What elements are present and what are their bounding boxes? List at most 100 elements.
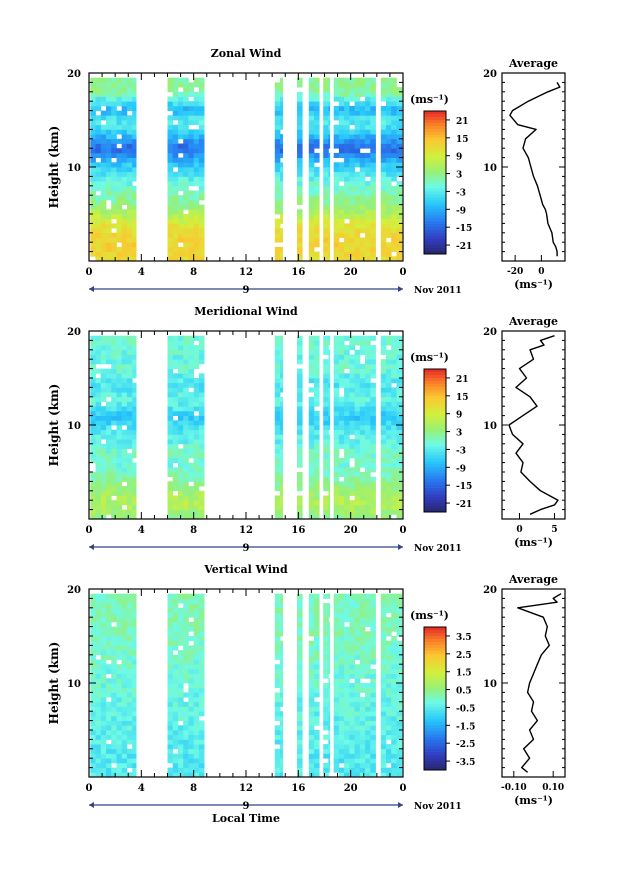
heatmap-cell [178, 368, 184, 374]
heatmap-cell [365, 509, 371, 515]
heatmap-cell [391, 739, 397, 745]
heatmap-cell [344, 636, 350, 642]
heatmap-cell [90, 678, 96, 684]
heatmap-cell [297, 148, 303, 154]
heatmap-cell [193, 486, 200, 492]
heatmap-cell [349, 739, 355, 745]
heatmap-cell [380, 134, 387, 140]
heatmap-cell [95, 340, 102, 346]
heatmap-cell [183, 185, 189, 191]
heatmap-cell [132, 190, 137, 196]
heatmap-cell [95, 767, 102, 773]
heatmap-cell [178, 476, 184, 482]
heatmap-cell [106, 392, 112, 398]
heatmap-cell [132, 425, 137, 431]
heatmap-cell [308, 490, 315, 496]
heatmap-cell [365, 668, 371, 674]
heatmap-cell [359, 739, 366, 745]
heatmap-cell [167, 373, 174, 379]
heatmap-cell [338, 335, 345, 341]
heatmap-cell [183, 692, 189, 698]
heatmap-cell [338, 204, 345, 210]
heatmap-cell [121, 762, 128, 768]
heatmap-cell [132, 232, 137, 238]
x-tick-label: 4 [138, 525, 145, 536]
heatmap-cell [198, 110, 205, 116]
heatmap-cell [116, 439, 123, 445]
heatmap-cells [90, 593, 403, 778]
heatmap-cell [344, 509, 350, 515]
heatmap-cell [132, 607, 137, 613]
heatmap-cell [297, 472, 303, 478]
heatmap-cell [359, 434, 366, 440]
colorbar-band [424, 422, 446, 427]
heatmap-cell [359, 91, 366, 97]
heatmap-cell [100, 631, 107, 637]
heatmap-cell [314, 720, 320, 726]
heatmap-cell [328, 195, 331, 201]
heatmap-cell [193, 762, 200, 768]
heatmap-cell [359, 659, 366, 665]
heatmap-cell [100, 598, 107, 604]
heatmap-cell [193, 91, 200, 97]
heatmap-cell [391, 190, 397, 196]
heatmap-cell [172, 715, 179, 721]
heatmap-cell [198, 218, 205, 224]
heatmap-cell [380, 462, 387, 468]
heatmap-cell [193, 659, 200, 665]
heatmap-cell [90, 176, 96, 182]
heatmap-cell [90, 636, 96, 642]
heatmap-cell [359, 420, 366, 426]
heatmap-cell [349, 359, 355, 365]
heatmap-cell [359, 509, 366, 515]
heatmap-cell [328, 237, 331, 243]
heatmap-cell [132, 481, 137, 487]
profile-x-tick-label: -0.10 [501, 783, 527, 793]
heatmap-cell [183, 636, 189, 642]
heatmap-cell [386, 124, 392, 130]
heatmap-cell [193, 143, 200, 149]
heatmap-cell [132, 214, 137, 220]
heatmap-cell [111, 697, 117, 703]
heatmap-cell [386, 373, 392, 379]
heatmap-cell [328, 476, 331, 482]
heatmap-cell [349, 237, 355, 243]
heatmap-cell [95, 683, 102, 689]
heatmap-cell [328, 110, 331, 116]
heatmap-cell [95, 425, 102, 431]
heatmap-cell [106, 683, 112, 689]
heatmap-cell [100, 762, 107, 768]
heatmap-cell [172, 654, 179, 660]
heatmap-cell [380, 171, 387, 177]
heatmap-cell [370, 143, 376, 149]
heatmap-cell [132, 453, 137, 459]
heatmap-cell [172, 129, 179, 135]
heatmap-cell [172, 457, 179, 463]
heatmap-cell [126, 354, 133, 360]
y-tick-label: 20 [67, 327, 81, 338]
heatmap-cell [100, 82, 107, 88]
heatmap-cell [333, 640, 340, 646]
heatmap-cell [183, 406, 189, 412]
colorbar-band [424, 134, 446, 139]
heatmap-cell [308, 476, 315, 482]
heatmap-cell [323, 467, 329, 473]
heatmap-cell [380, 214, 387, 220]
heatmap-cell [198, 434, 205, 440]
heatmap-cell [106, 410, 112, 416]
heatmap-cell [308, 363, 315, 369]
heatmap-cell [333, 467, 340, 473]
heatmap-cell [333, 209, 340, 215]
heatmap-cell [354, 650, 361, 656]
heatmap-cell [106, 368, 112, 374]
heatmap-cell [314, 228, 320, 234]
heatmap-cell [323, 645, 329, 651]
heatmap-cell [188, 462, 194, 468]
colorbar-band [424, 372, 446, 376]
heatmap-cell [132, 157, 137, 163]
heatmap-cell [132, 500, 137, 506]
heatmap-cell [172, 467, 179, 473]
heatmap-cell [344, 214, 350, 220]
heatmap-cell [116, 617, 123, 623]
heatmap-cell [314, 195, 320, 201]
